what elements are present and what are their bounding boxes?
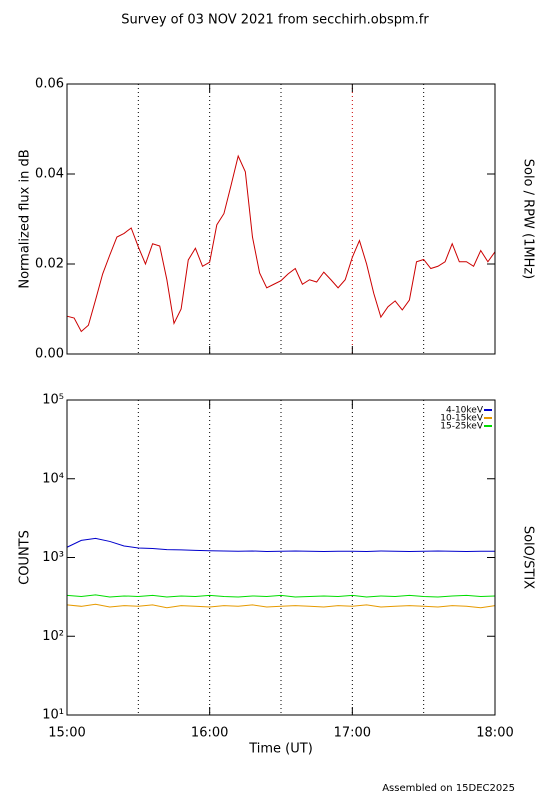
instrument-label: Solo / RPW (1MHz) <box>521 159 536 280</box>
x-tick-label: 15:00 <box>48 726 85 741</box>
data-line <box>66 537 495 553</box>
y-axis-label: Normalized flux in dB <box>18 149 33 288</box>
x-tick-label: 16:00 <box>191 726 228 741</box>
y-axis-label: COUNTS <box>18 530 33 585</box>
y-tick-label: 0.04 <box>35 167 64 182</box>
x-axis-label: Time (UT) <box>248 742 313 757</box>
data-line <box>66 154 496 333</box>
footer: Assembled on 15DEC2025 <box>382 783 515 794</box>
legend-label: 4-10keV <box>446 406 484 416</box>
y-tick-label: 0.06 <box>35 77 64 92</box>
y-tick-label: 10² <box>42 629 64 644</box>
legend-label: 15-25keV <box>440 422 484 432</box>
y-tick-label: 0.00 <box>35 347 64 362</box>
y-tick-label: 0.02 <box>35 257 64 272</box>
y-tick-label: 10⁴ <box>42 471 64 486</box>
axes-frame <box>66 399 496 716</box>
legend-label: 10-15keV <box>440 414 484 424</box>
x-tick-label: 18:00 <box>476 726 513 741</box>
plot-title: Survey of 03 NOV 2021 from secchirh.obsp… <box>121 13 429 28</box>
x-tick-label: 17:00 <box>334 726 371 741</box>
instrument-label: SolO/STIX <box>521 526 536 589</box>
y-tick-label: 10⁵ <box>42 393 64 408</box>
data-line <box>66 594 496 598</box>
axes-frame <box>66 83 496 355</box>
y-tick-label: 10¹ <box>42 708 64 723</box>
data-line <box>66 603 496 609</box>
y-tick-label: 10³ <box>42 550 64 565</box>
